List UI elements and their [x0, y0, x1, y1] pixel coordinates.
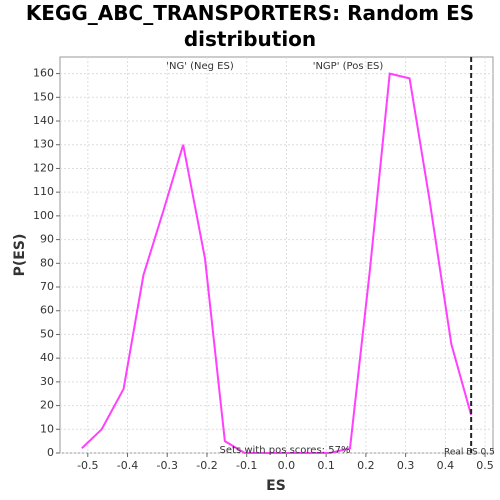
- x-tick-label: 0.1: [317, 459, 335, 472]
- chart-title: KEGG_ABC_TRANSPORTERS: Random ES distrib…: [25, 1, 475, 51]
- y-tick-label: 80: [40, 256, 54, 269]
- y-tick-label: 0: [47, 446, 54, 459]
- y-tick-label: 150: [33, 90, 54, 103]
- y-axis-label: P(ES): [12, 234, 28, 277]
- y-tick-label: 30: [40, 375, 54, 388]
- line-series: [81, 72, 473, 454]
- y-tick-label: 140: [33, 114, 54, 127]
- x-axis-label: ES: [266, 478, 286, 494]
- y-tick-label: 70: [40, 280, 54, 293]
- x-tick-label: -0.2: [196, 459, 217, 472]
- y-tick-label: 20: [40, 399, 54, 412]
- x-tick-label: -0.1: [236, 459, 257, 472]
- annotation: 'NGP' (Pos ES): [313, 61, 384, 72]
- x-tick-label: 0.5: [476, 459, 494, 472]
- x-tick-label: 0.2: [357, 459, 375, 472]
- x-tick-label: 0.0: [278, 459, 296, 472]
- y-tick-label: 90: [40, 233, 54, 246]
- y-tick-label: 120: [33, 161, 54, 174]
- y-tick-label: 160: [33, 67, 54, 80]
- y-tick-label: 60: [40, 304, 54, 317]
- x-tick-label: -0.3: [157, 459, 178, 472]
- x-tick-label: 0.3: [397, 459, 415, 472]
- y-tick-label: 130: [33, 138, 54, 151]
- annotation: 'NG' (Neg ES): [166, 61, 234, 72]
- y-tick-label: 50: [40, 327, 54, 340]
- x-tick-label: 0.4: [437, 459, 455, 472]
- y-tick-label: 110: [33, 185, 54, 198]
- x-tick-label: -0.4: [117, 459, 138, 472]
- annotation: Sets with pos scores: 57%: [220, 445, 351, 456]
- y-tick-label: 10: [40, 422, 54, 435]
- y-tick-label: 100: [33, 209, 54, 222]
- x-tick-label: -0.5: [77, 459, 98, 472]
- plot-area: [59, 56, 494, 454]
- y-tick-label: 40: [40, 351, 54, 364]
- annotation: Real ES 0.5: [444, 448, 495, 458]
